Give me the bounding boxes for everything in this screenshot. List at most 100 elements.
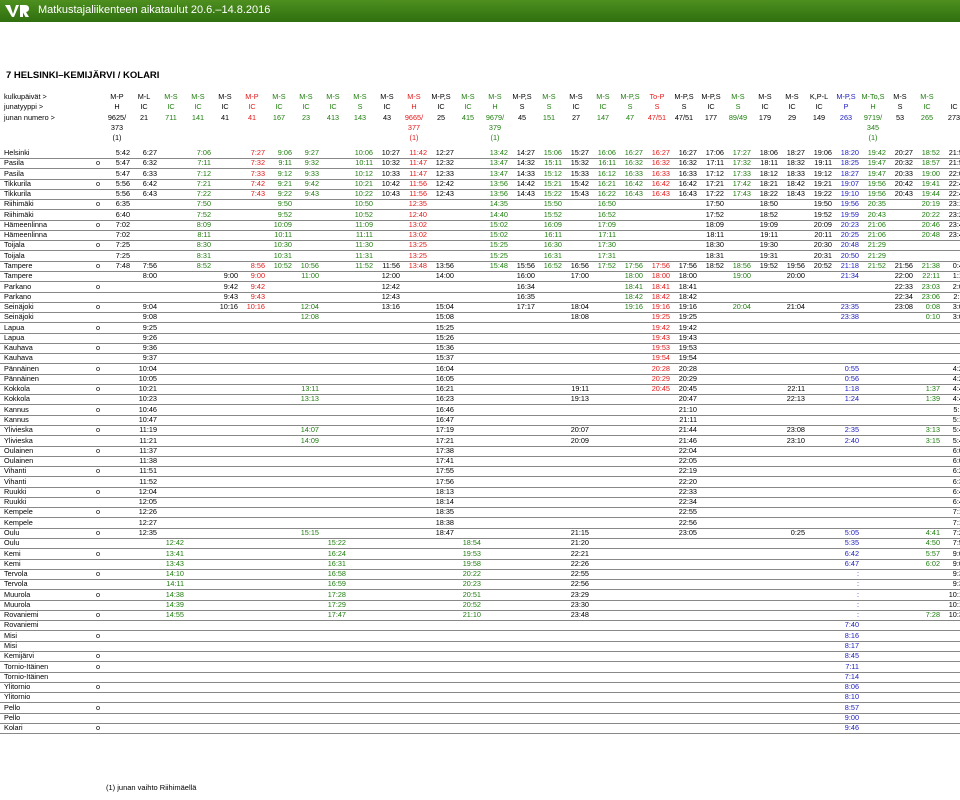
train-info-cell: 9625/ — [107, 112, 127, 122]
time-cell: 12:04 — [138, 486, 157, 496]
time-cell: 7:56 — [142, 260, 157, 270]
time-cell: 6:31 — [952, 476, 960, 486]
station-name: Oulainen — [4, 445, 34, 455]
station-row: Ylivieska 11:21 14:09 17:21 20:09 21:46 23:10 2… — [0, 436, 960, 446]
time-cell: 19:21 — [813, 178, 832, 188]
time-cell: 1:15 — [952, 271, 960, 281]
train-info-cell: (1) — [409, 133, 419, 143]
time-cell: 22:55 — [570, 569, 589, 579]
time-cell: 7:25 — [115, 250, 130, 260]
time-cell: 0:40 — [952, 260, 960, 270]
time-cell: 12:27 — [435, 148, 454, 157]
time-cell: 20:43 — [894, 189, 913, 199]
arrival-mark: o — [96, 682, 101, 692]
row-separator — [0, 640, 960, 642]
time-cell: 22:33 — [678, 486, 697, 496]
time-cell: 9:33 — [304, 168, 319, 178]
train-info-cell: 373 — [110, 122, 124, 132]
time-cell: 14:07 — [300, 425, 319, 435]
arrival-mark: o — [96, 723, 101, 733]
time-cell: 16:31 — [327, 558, 346, 568]
time-cell: 20:23 — [462, 579, 481, 589]
station-row: Seinäjoki 9:08 12:08 15:08 18:08 19:25 19:25 23… — [0, 312, 960, 322]
time-cell: 16:27 — [624, 148, 643, 157]
time-cell: 20:25 — [840, 230, 859, 240]
time-cell: 10:47 — [138, 415, 157, 425]
row-separator — [0, 722, 960, 724]
row-separator — [0, 322, 960, 324]
time-cell: 6:46 — [952, 486, 960, 496]
train-info-cell: M-S — [407, 92, 421, 101]
time-cell: 9:12 — [277, 168, 292, 178]
arrival-mark: o — [96, 425, 101, 435]
train-info-cell: 345 — [866, 122, 880, 132]
time-cell: 3:15 — [925, 435, 940, 445]
train-info-cell: M-P,S — [674, 92, 694, 101]
station-name: Misi — [4, 630, 17, 640]
time-cell: 16:52 — [597, 209, 616, 219]
train-info-cell: 29 — [787, 112, 797, 122]
time-cell: 0:55 — [844, 363, 859, 373]
time-cell: 11:38 — [139, 456, 157, 466]
time-cell: 19:06 — [813, 148, 832, 157]
train-info-cell: IC — [221, 102, 229, 112]
time-cell: 19:56 — [786, 260, 805, 270]
time-cell: 12:42 — [435, 178, 454, 188]
station-row: Lapua o 9:25 15:25 19:42 19:42 — [0, 323, 960, 333]
row-separator — [0, 712, 960, 714]
time-cell: 13:41 — [165, 548, 184, 558]
time-cell: 18:21 — [759, 178, 778, 188]
time-cell: 14:10 — [165, 569, 184, 579]
train-info-cell: 149 — [812, 112, 826, 122]
time-cell: 8:31 — [196, 250, 211, 260]
route-title: 7 HELSINKI–KEMIJÄRVI / KOLARI — [6, 70, 160, 81]
time-cell: 5:56 — [115, 178, 130, 188]
time-cell: 13:43 — [165, 558, 184, 568]
time-cell: 22:05 — [678, 456, 697, 466]
train-info-cell: 711 — [165, 112, 177, 122]
arrival-mark: o — [96, 281, 101, 291]
row-separator — [0, 281, 960, 283]
time-cell: 20:52 — [462, 599, 481, 609]
station-name: Riihimäki — [4, 209, 34, 219]
time-cell: 9:46 — [844, 723, 859, 733]
time-cell: 19:43 — [678, 332, 697, 342]
row-separator — [0, 209, 960, 211]
time-cell: 17:11 — [706, 158, 724, 168]
time-cell: 9:37 — [142, 353, 157, 363]
station-name: Pello — [4, 702, 21, 712]
time-cell: 15:08 — [435, 312, 454, 322]
time-cell: 5:47 — [115, 158, 130, 168]
time-cell: 19:53 — [462, 548, 481, 558]
time-cell: 19:52 — [813, 209, 832, 219]
time-cell: 19:42 — [867, 148, 886, 157]
time-cell: 18:38 — [435, 517, 454, 527]
time-cell: 18:09 — [705, 219, 724, 229]
time-cell: 7:12 — [196, 168, 211, 178]
time-cell: 16:11 — [544, 230, 562, 240]
time-cell: 19:54 — [678, 353, 697, 363]
station-row: Kolari o 9:46 — [0, 723, 960, 733]
time-cell: 10:11 — [274, 230, 292, 240]
train-info-cell: M-S — [596, 92, 610, 101]
station-name: Riihimäki — [4, 199, 34, 209]
time-cell: 19:09 — [759, 219, 778, 229]
station-name: Kauhava — [4, 353, 33, 363]
arrival-mark: o — [96, 178, 101, 188]
arrival-mark: o — [96, 569, 101, 579]
time-cell: 11:37 — [139, 445, 157, 455]
train-info-cell: S — [627, 102, 633, 112]
time-cell: 20:48 — [840, 240, 859, 250]
time-cell: 7:40 — [844, 620, 859, 630]
station-name: Ylitornio — [4, 692, 31, 702]
time-cell: 23:30 — [570, 599, 589, 609]
time-cell: 18:00 — [678, 271, 697, 281]
time-cell: 7:27 — [250, 148, 265, 157]
time-cell: 11:42 — [409, 148, 427, 157]
row-separator — [0, 342, 960, 344]
time-cell: 11:00 — [301, 271, 319, 281]
arrival-mark: o — [96, 466, 101, 476]
row-separator — [0, 537, 960, 539]
time-cell: 22:11 — [922, 271, 940, 281]
time-cell: 7:11 — [845, 661, 859, 671]
